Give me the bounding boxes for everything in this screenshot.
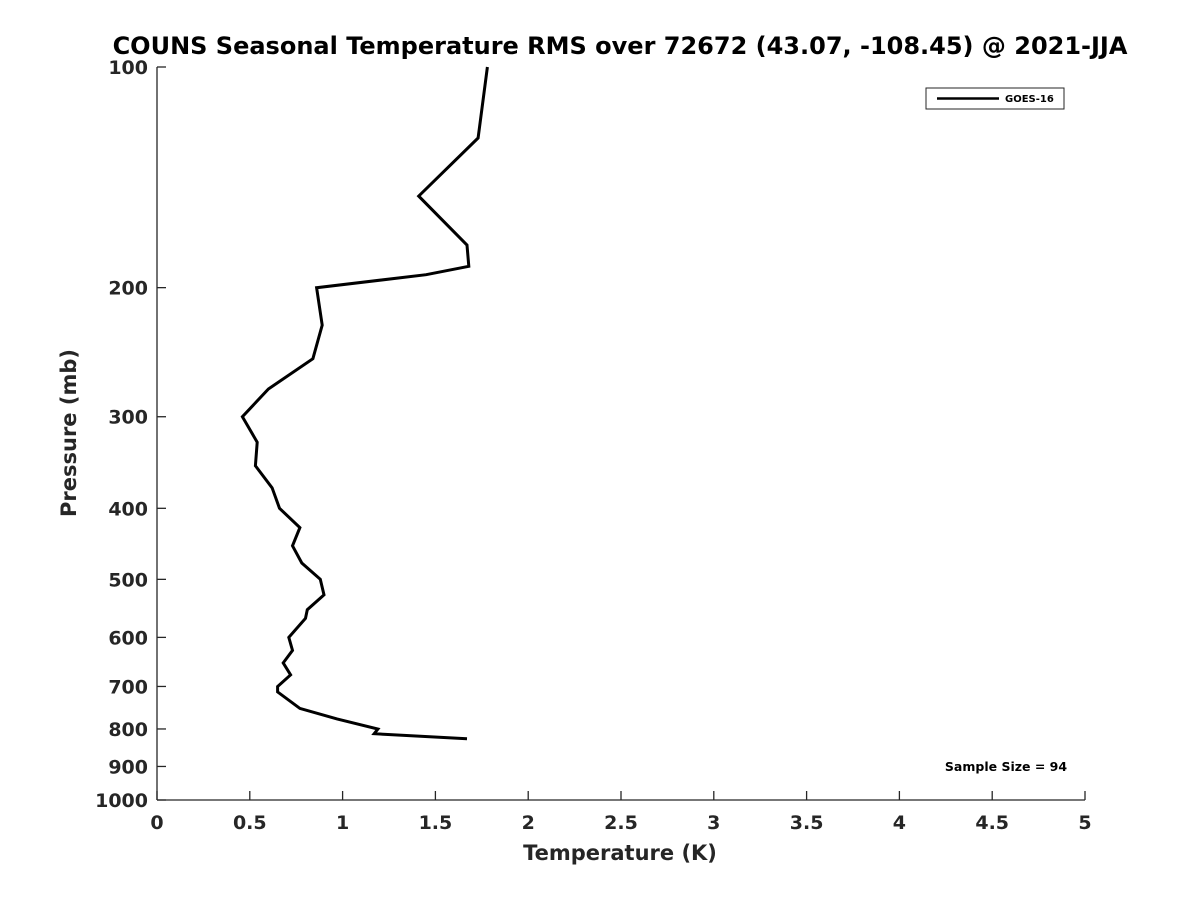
y-tick-label: 200	[108, 278, 148, 300]
x-tick-label: 0.5	[233, 812, 267, 834]
y-tick-label: 400	[108, 498, 148, 520]
x-axis-ticks: 0 0.5 1 1.5 2 2.5 3 3.5 4 4.5 5	[150, 791, 1092, 834]
y-tick-label: 700	[108, 676, 148, 698]
y-tick-label: 300	[108, 407, 148, 429]
y-tick-label: 500	[108, 569, 148, 591]
x-tick-label: 3.5	[790, 812, 824, 834]
x-axis-label: Temperature (K)	[523, 841, 717, 865]
y-tick-label: 100	[108, 57, 148, 79]
sample-size-annotation: Sample Size = 94	[945, 759, 1067, 774]
y-tick-label: 800	[108, 719, 148, 741]
x-tick-label: 1	[336, 812, 349, 834]
x-tick-label: 5	[1078, 812, 1091, 834]
legend: GOES-16	[925, 87, 1065, 110]
x-tick-label: 2	[522, 812, 535, 834]
y-tick-label: 900	[108, 756, 148, 778]
x-tick-label: 4.5	[975, 812, 1009, 834]
y-axis-ticks: 100 200 300 400 500 600 700 800 900 1000	[95, 57, 166, 812]
series-group	[240, 66, 489, 741]
chart-title: COUNS Seasonal Temperature RMS over 7267…	[113, 32, 1128, 60]
x-tick-label: 1.5	[419, 812, 453, 834]
x-tick-label: 4	[893, 812, 906, 834]
x-tick-label: 3	[707, 812, 720, 834]
y-axis-label: Pressure (mb)	[57, 349, 81, 517]
x-tick-label: 0	[150, 812, 163, 834]
legend-label: GOES-16	[1005, 94, 1054, 105]
series-line-goes-16	[240, 66, 489, 741]
y-tick-label: 1000	[95, 790, 148, 812]
y-tick-label: 600	[108, 627, 148, 649]
x-tick-label: 2.5	[604, 812, 638, 834]
